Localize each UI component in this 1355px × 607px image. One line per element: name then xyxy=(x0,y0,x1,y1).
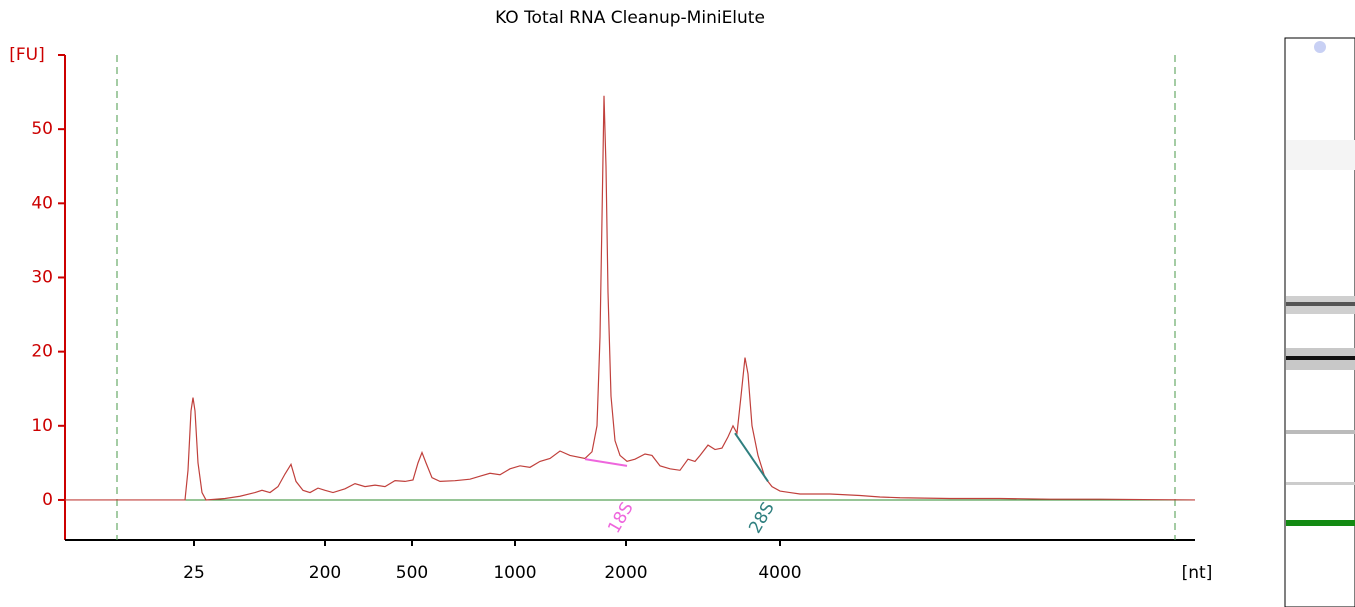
chart-title: KO Total RNA Cleanup-MiniElute xyxy=(495,8,765,28)
gel-band xyxy=(1286,356,1355,360)
gel-lane xyxy=(1284,37,1355,607)
y-tick-label: 40 xyxy=(31,193,53,213)
gel-band xyxy=(1286,482,1355,485)
x-tick-label: 200 xyxy=(309,563,341,583)
y-tick-label: 10 xyxy=(31,416,53,436)
x-tick-label: 1000 xyxy=(493,563,536,583)
y-axis-label: [FU] xyxy=(9,45,45,65)
gel-marker-band xyxy=(1286,520,1355,526)
y-tick-label: 0 xyxy=(42,490,53,510)
gel-band xyxy=(1286,302,1355,306)
gel-dot xyxy=(1314,41,1326,53)
gel-band xyxy=(1286,430,1355,434)
gel-image xyxy=(1284,37,1355,607)
peak-label: 28S xyxy=(745,499,779,537)
y-tick-label: 30 xyxy=(31,267,53,287)
gel-smear xyxy=(1286,140,1355,170)
x-axis-label: [nt] xyxy=(1182,563,1213,583)
y-tick-label: 20 xyxy=(31,342,53,362)
y-tick-label: 50 xyxy=(31,119,53,139)
x-tick-label: 4000 xyxy=(758,563,801,583)
x-tick-label: 500 xyxy=(396,563,428,583)
peak-label: 18S xyxy=(604,499,638,537)
trace-line xyxy=(65,95,1196,501)
x-tick-label: 2000 xyxy=(604,563,647,583)
x-tick-label: 25 xyxy=(183,563,205,583)
peak-line xyxy=(584,458,628,467)
peak-line xyxy=(734,432,769,482)
